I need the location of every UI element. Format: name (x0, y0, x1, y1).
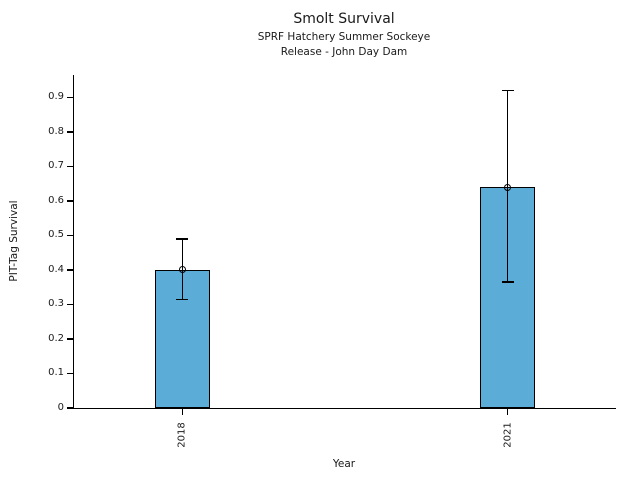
y-axis-tick (67, 234, 74, 237)
y-axis-tick-label: 0.4 (48, 263, 64, 275)
error-bar-cap-top-2021 (501, 89, 514, 92)
y-axis-tick-label: 0.1 (48, 367, 64, 379)
y-axis-tick (67, 165, 74, 168)
plot-area: 0 0.1 0.2 0.3 0.4 0.5 0.6 0.7 0.8 0.9 2018 2021 (48, 75, 616, 448)
y-axis-tick (67, 200, 74, 202)
x-axis-tick-label-2018: 2018 (176, 422, 188, 448)
chart-subtitle-line2: Release - John Day Dam (280, 46, 408, 58)
error-bar-cap-bottom-2021 (501, 281, 514, 283)
y-axis-tick-label: 0.5 (48, 229, 64, 241)
y-axis-tick-label: 0.7 (48, 160, 64, 172)
error-bar-cap-bottom-2018 (176, 298, 189, 301)
y-axis-tick-label: 0.3 (48, 298, 64, 310)
chart-subtitle-line1: SPRF Hatchery Summer Sockeye (257, 31, 431, 43)
y-axis-tick (67, 303, 74, 306)
data-point-marker-2021 (504, 183, 512, 191)
y-axis-tick (67, 338, 74, 340)
y-axis-tick-label: 0.6 (48, 194, 64, 206)
x-axis-tick-2018 (181, 409, 183, 415)
y-axis-tick-label: 0.8 (48, 125, 64, 137)
y-axis-tick (67, 269, 74, 271)
data-point-marker-2018 (178, 266, 186, 274)
x-axis-tick-label-2021: 2021 (502, 422, 514, 448)
x-axis-tick-2021 (507, 409, 509, 415)
x-axis-label: Year (332, 458, 356, 470)
y-axis-tick (67, 407, 74, 409)
y-axis-tick-label: 0.2 (48, 332, 64, 344)
y-axis-tick-label: 0.9 (48, 91, 64, 103)
y-axis-tick (67, 372, 74, 375)
y-axis-tick (67, 96, 74, 99)
chart-title: Smolt Survival (293, 11, 395, 27)
error-bar-cap-top-2018 (176, 238, 189, 240)
y-axis-tick (67, 131, 74, 133)
y-axis-label: PIT-Tag Survival (8, 200, 20, 282)
y-axis-tick-label: 0 (57, 402, 64, 413)
